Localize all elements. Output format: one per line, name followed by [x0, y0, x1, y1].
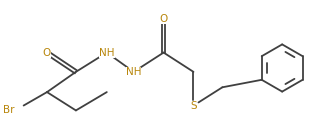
Text: NH: NH [99, 48, 114, 58]
Text: Br: Br [3, 105, 14, 115]
Text: NH: NH [126, 67, 141, 77]
Text: O: O [43, 48, 51, 58]
Text: O: O [160, 14, 168, 24]
Text: S: S [190, 101, 197, 111]
